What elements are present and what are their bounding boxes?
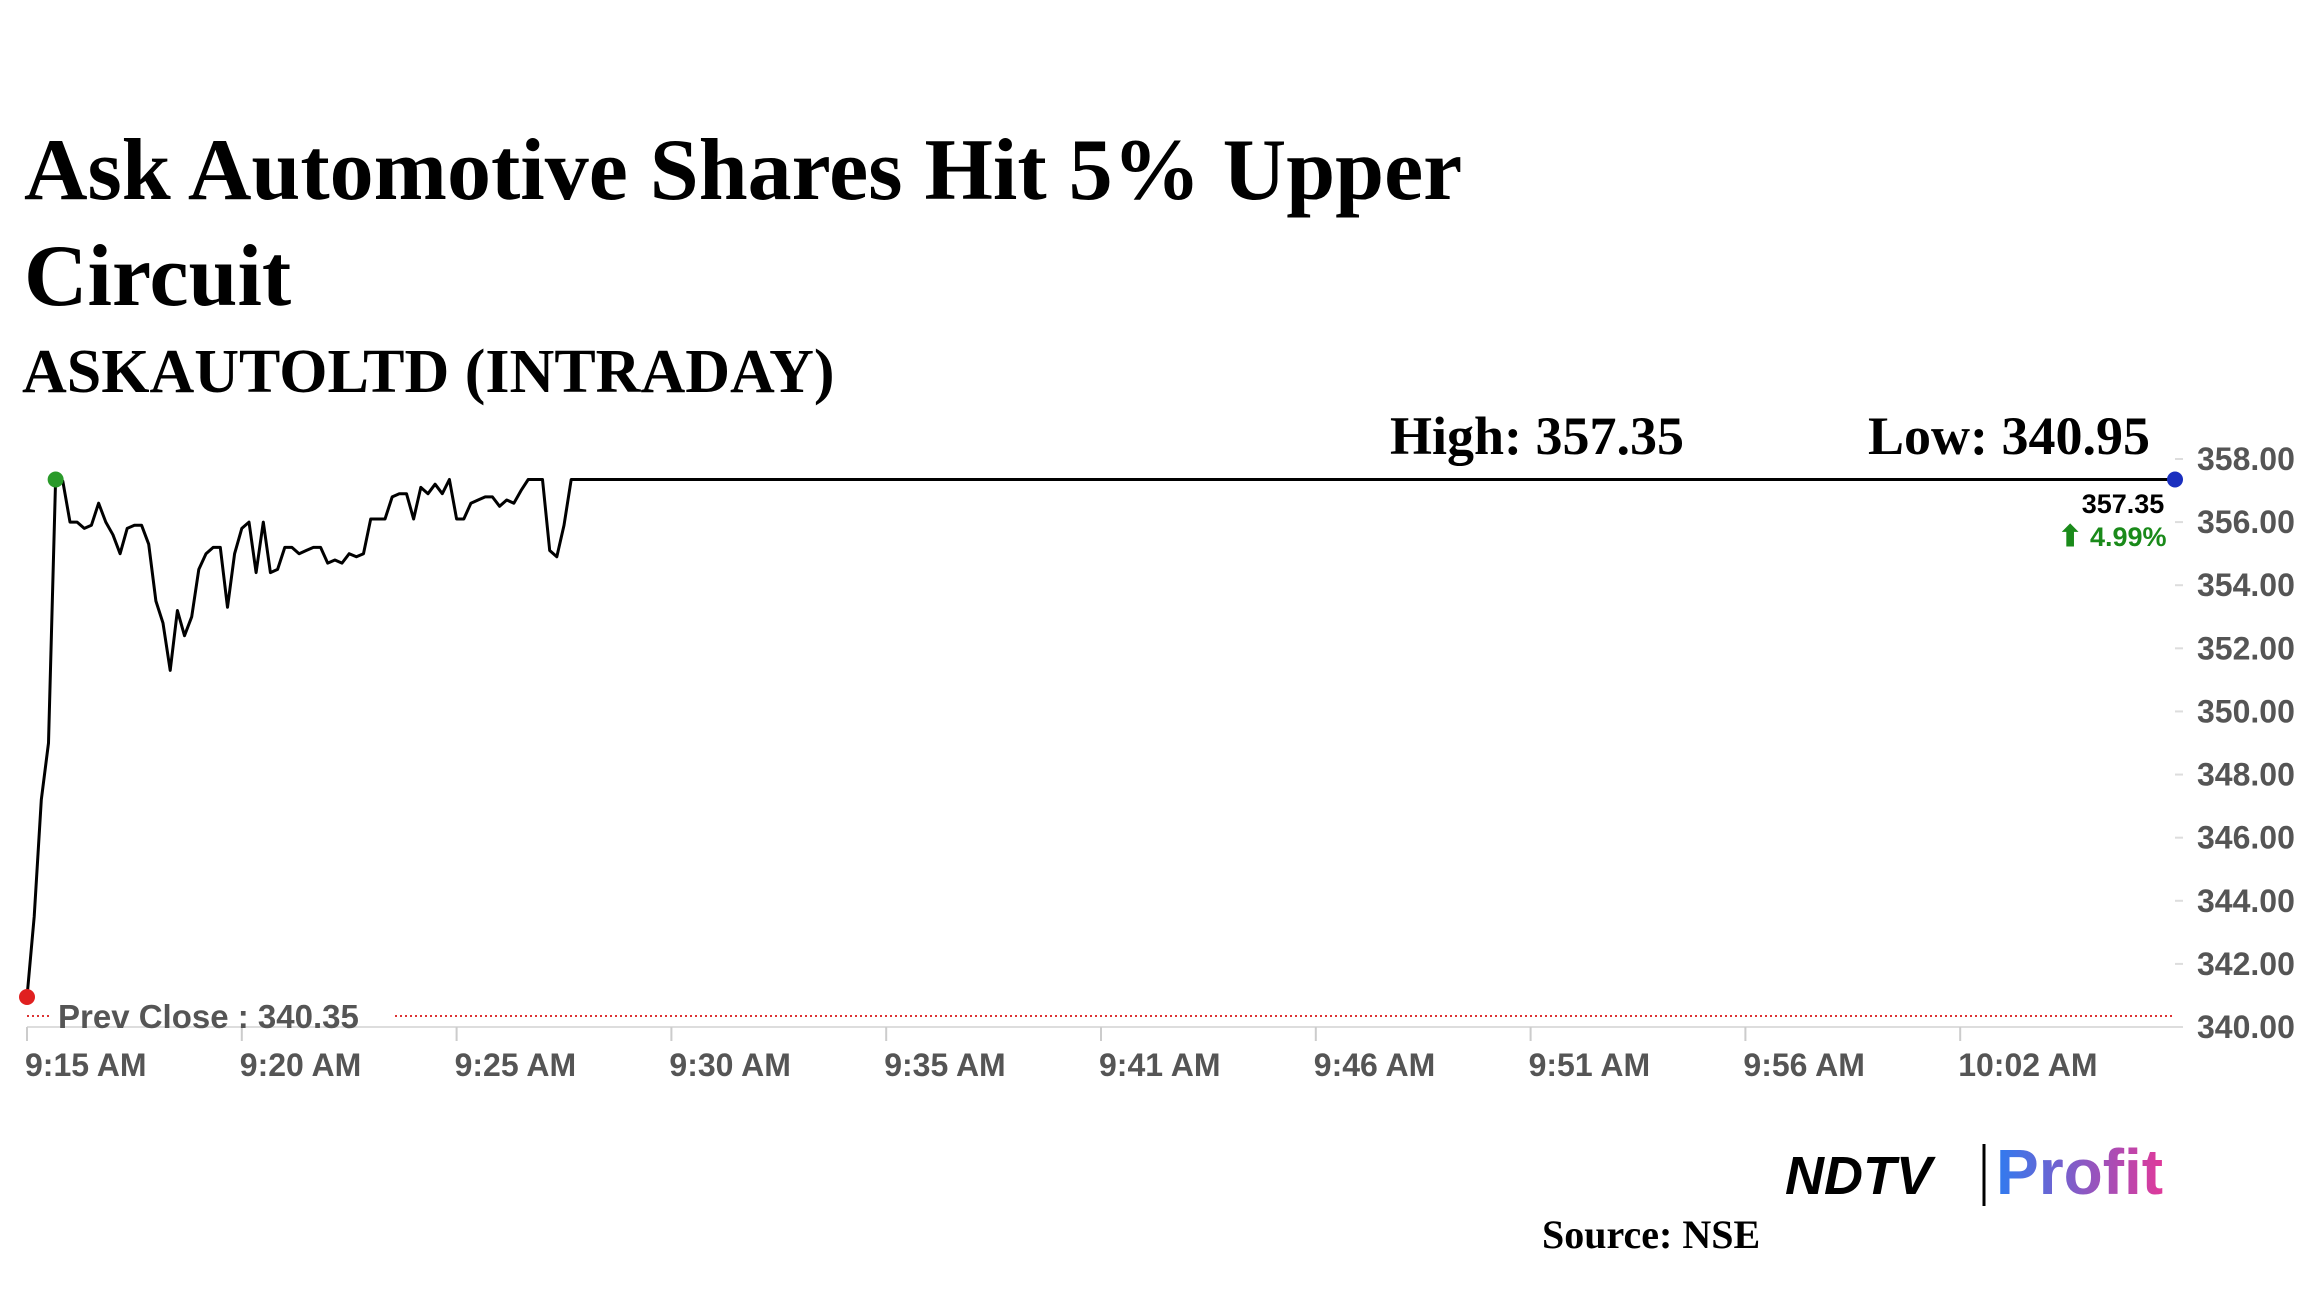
x-tick-label: 10:02 AM	[1958, 1047, 2097, 1083]
y-tick-label: 356.00	[2197, 504, 2295, 540]
high-label: High: 357.35	[1390, 406, 1684, 466]
price-line	[25, 478, 2175, 998]
y-tick-label: 340.00	[2197, 1009, 2295, 1045]
high-dot	[47, 471, 64, 488]
logo-profit: Profit	[1996, 1136, 2163, 1208]
x-tick-label: 9:46 AM	[1314, 1047, 1436, 1083]
y-tick-label: 350.00	[2197, 693, 2295, 729]
y-tick-label: 346.00	[2197, 820, 2295, 856]
logo-ndtv: NDTV	[1785, 1146, 1936, 1206]
y-tick-label: 344.00	[2197, 883, 2295, 919]
x-tick-label: 9:35 AM	[884, 1047, 1006, 1083]
x-tick-label: 9:51 AM	[1529, 1047, 1651, 1083]
up-arrow: ⬆	[2058, 521, 2082, 553]
subtitle: ASKAUTOLTD (INTRADAY)	[22, 338, 835, 406]
y-tick-label: 342.00	[2197, 946, 2295, 982]
x-tick-label: 9:20 AM	[240, 1047, 362, 1083]
start-dot	[19, 989, 35, 1006]
low-label: Low: 340.95	[1868, 406, 2150, 466]
y-tick-label: 352.00	[2197, 630, 2295, 666]
y-tick-label: 358.00	[2197, 441, 2295, 477]
end-dot	[2167, 471, 2183, 488]
x-tick-label: 9:56 AM	[1743, 1047, 1865, 1083]
x-tick-label: 9:41 AM	[1099, 1047, 1221, 1083]
x-tick-label: 9:15 AM	[25, 1047, 147, 1083]
source: Source: NSE	[1542, 1212, 1760, 1257]
chart-title: Ask Automotive Shares Hit 5% Upper Circu…	[24, 122, 1461, 325]
prev-close-label: Prev Close : 340.35	[58, 998, 359, 1035]
change-label: 4.99%	[2090, 522, 2167, 552]
y-tick-label: 354.00	[2197, 567, 2295, 603]
x-tick-label: 9:25 AM	[455, 1047, 577, 1083]
x-tick-label: 9:30 AM	[669, 1047, 791, 1083]
y-tick-label: 348.00	[2197, 757, 2295, 793]
last-price: 357.35	[2082, 489, 2165, 519]
